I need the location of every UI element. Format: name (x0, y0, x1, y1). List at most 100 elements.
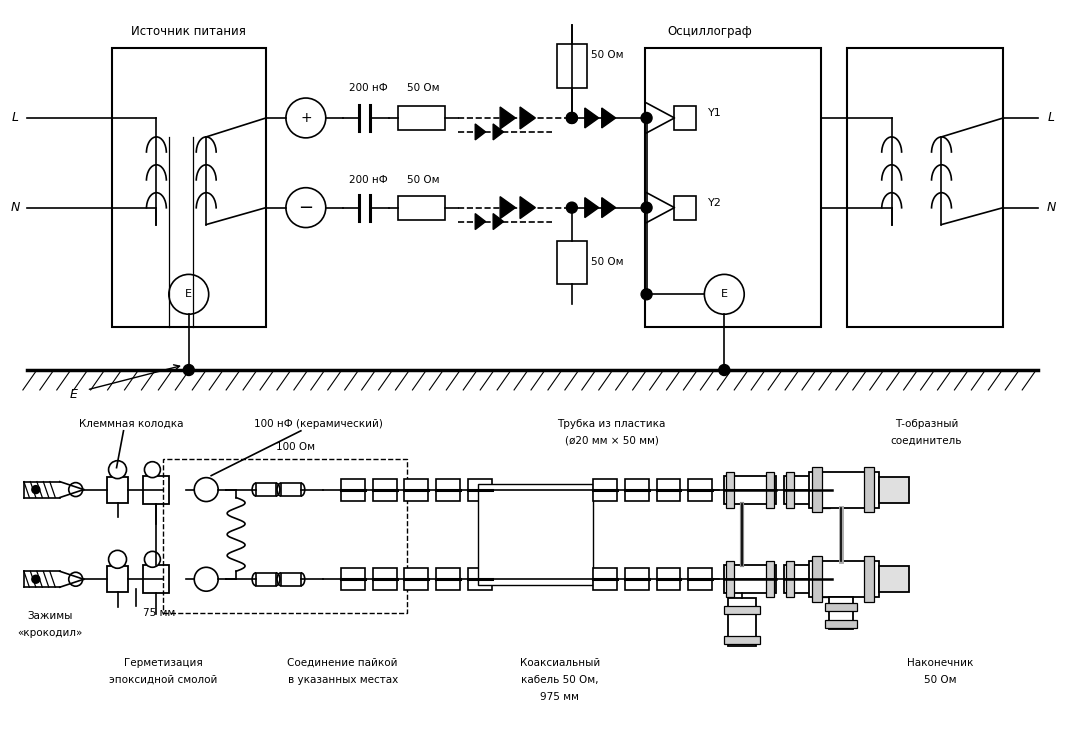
Bar (144, 475, 169, 504)
Text: 50 Ом: 50 Ом (407, 174, 439, 185)
Text: Соединение пайкой: Соединение пайкой (288, 658, 398, 668)
Circle shape (144, 462, 160, 478)
Bar (825, 620, 857, 628)
Polygon shape (585, 198, 599, 217)
Text: Коаксиальный: Коаксиальный (520, 658, 600, 668)
Bar (436, 569, 461, 590)
Text: E: E (721, 290, 728, 299)
Bar (822, 472, 830, 508)
Text: Осциллограф: Осциллограф (667, 25, 752, 38)
Bar (675, 106, 696, 130)
Circle shape (109, 461, 127, 478)
Bar (404, 478, 429, 501)
Bar (593, 569, 617, 590)
Bar (281, 573, 301, 586)
Bar (341, 478, 365, 501)
Polygon shape (500, 107, 516, 129)
Polygon shape (601, 198, 616, 217)
Text: 200 нФ: 200 нФ (350, 174, 388, 185)
Bar (144, 566, 169, 593)
Text: L: L (12, 111, 18, 125)
Bar (398, 196, 446, 220)
Circle shape (183, 365, 194, 375)
Bar (373, 569, 397, 590)
Text: (ø20 мм × 50 мм): (ø20 мм × 50 мм) (565, 435, 659, 446)
Text: 50 Ом: 50 Ом (407, 83, 439, 93)
Circle shape (194, 567, 219, 591)
Bar (785, 566, 831, 593)
Bar (809, 472, 878, 508)
Text: Трубка из пластика: Трубка из пластика (558, 419, 666, 429)
Circle shape (566, 113, 578, 123)
Bar (341, 569, 365, 590)
Polygon shape (494, 214, 503, 229)
Bar (878, 477, 908, 502)
Bar (556, 44, 586, 88)
Bar (625, 478, 648, 501)
Bar (846, 48, 1003, 327)
Bar (625, 569, 648, 590)
Bar (822, 561, 830, 597)
Text: Т-образный: Т-образный (894, 419, 958, 429)
Bar (645, 48, 821, 327)
Bar (107, 477, 129, 502)
Text: Наконечник: Наконечник (907, 658, 973, 668)
Text: Клеммная колодка: Клеммная колодка (79, 419, 183, 429)
Bar (556, 241, 586, 284)
Text: «крокодил»: «крокодил» (17, 628, 82, 638)
Bar (863, 467, 874, 513)
Polygon shape (520, 107, 535, 129)
Text: Герметизация: Герметизация (124, 658, 203, 668)
Text: 75 мм: 75 мм (143, 608, 176, 618)
Bar (436, 478, 461, 501)
Circle shape (566, 202, 578, 213)
Bar (812, 467, 822, 513)
Circle shape (32, 486, 39, 493)
Text: эпоксидной смолой: эпоксидной смолой (109, 675, 217, 685)
Circle shape (144, 551, 160, 567)
Bar (163, 459, 407, 613)
Text: E: E (69, 389, 78, 402)
Bar (373, 478, 397, 501)
Bar (878, 566, 908, 592)
Text: Зажимы: Зажимы (27, 611, 72, 621)
Text: кабель 50 Ом,: кабель 50 Ом, (521, 675, 599, 685)
Bar (112, 48, 266, 327)
Bar (479, 484, 593, 585)
Bar (468, 569, 492, 590)
Bar (689, 478, 712, 501)
Bar (809, 561, 878, 597)
Bar (256, 483, 276, 496)
Bar (728, 598, 756, 646)
Text: 975 мм: 975 мм (540, 692, 579, 702)
Bar (281, 483, 301, 496)
Bar (812, 556, 822, 602)
Bar (829, 597, 853, 629)
Text: −: − (298, 199, 313, 217)
Bar (468, 478, 492, 501)
Bar (831, 566, 854, 592)
Text: Источник питания: Источник питания (131, 25, 246, 38)
Text: 200 нФ: 200 нФ (350, 83, 388, 93)
Bar (404, 569, 429, 590)
Polygon shape (601, 108, 616, 128)
Bar (786, 472, 794, 508)
Text: 100 Ом: 100 Ом (276, 441, 316, 452)
Bar (593, 478, 617, 501)
Text: N: N (11, 201, 19, 214)
Polygon shape (500, 197, 516, 219)
Bar (825, 603, 857, 611)
Circle shape (641, 202, 652, 213)
Bar (726, 561, 734, 597)
Bar (786, 561, 794, 597)
Polygon shape (585, 108, 599, 128)
Text: 100 нФ (керамический): 100 нФ (керамический) (255, 419, 384, 429)
Bar (398, 106, 446, 130)
Text: Y1: Y1 (708, 108, 722, 118)
Text: E: E (185, 290, 192, 299)
Polygon shape (520, 197, 535, 219)
Circle shape (194, 478, 219, 502)
Bar (657, 569, 680, 590)
Polygon shape (475, 124, 486, 140)
Bar (766, 472, 774, 508)
